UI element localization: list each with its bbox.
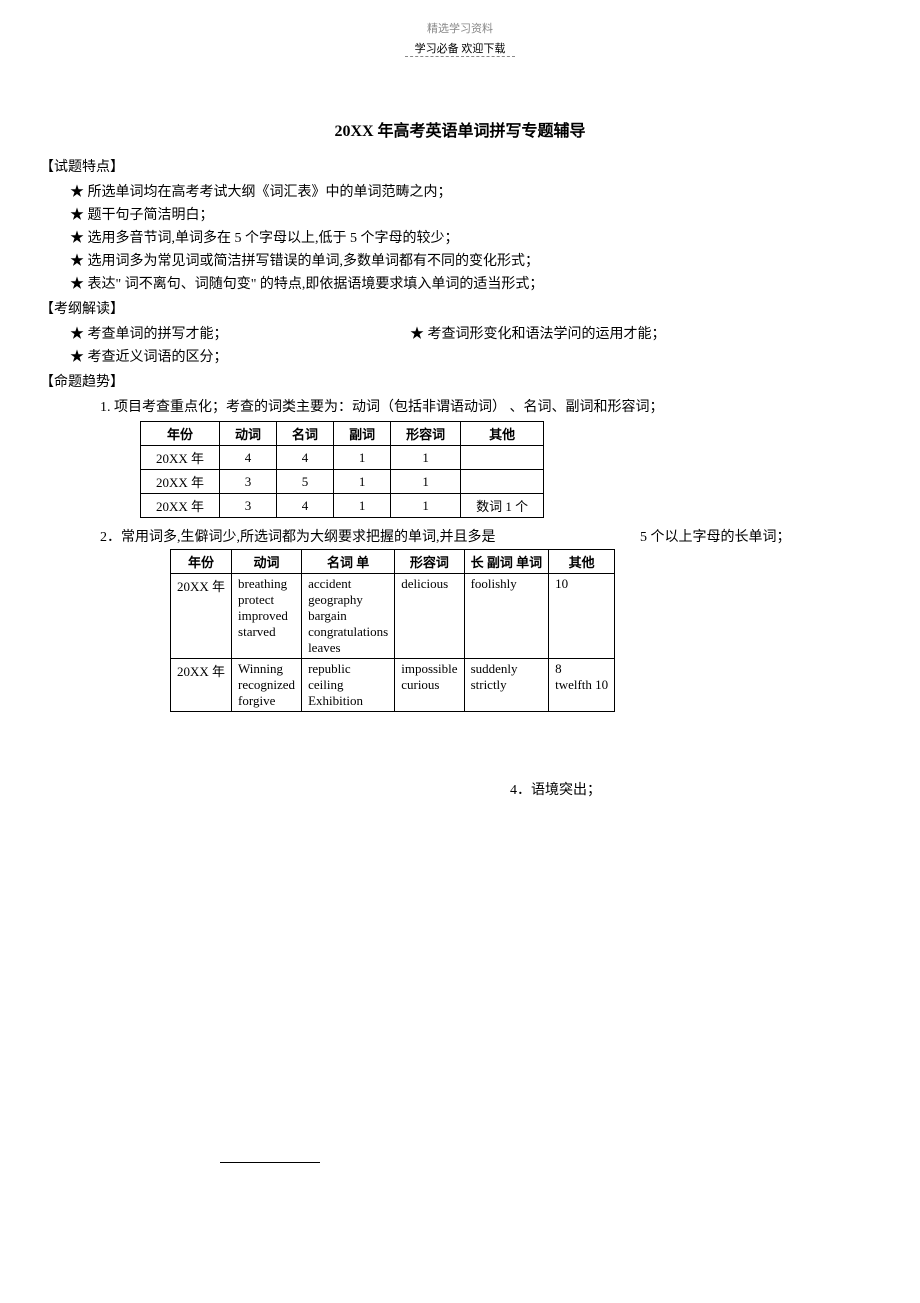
page-title: 20XX 年高考英语单词拼写专题辅导 (40, 117, 880, 141)
t1-r0-c1: 4 (220, 446, 277, 470)
t2-r0-noun: accident geography bargain congratulatio… (302, 574, 395, 659)
table1-row-1: 20XX 年 3 5 1 1 (141, 470, 544, 494)
t2-r1-noun: republic ceiling Exhibition (302, 659, 395, 712)
s2-right: ★ 考查词形变化和语法学问的运用才能； (410, 323, 666, 346)
t1-r0-c5 (461, 446, 544, 470)
t1-r0-c2: 4 (277, 446, 334, 470)
s2-left: ★ 考查单词的拼写才能； (70, 323, 410, 343)
s1-item-1: ★ 题干句子简洁明白； (70, 204, 880, 224)
t1-r1-c2: 5 (277, 470, 334, 494)
t2-r0-adv: foolishly (464, 574, 549, 659)
t1-r2-c2: 4 (277, 494, 334, 518)
t2-r1-year: 20XX 年 (171, 659, 232, 712)
s1-item-0: ★ 所选单词均在高考考试大纲《词汇表》中的单词范畴之内； (70, 181, 880, 201)
t2-r0-year: 20XX 年 (171, 574, 232, 659)
s1-item-2: ★ 选用多音节词,单词多在 5 个字母以上,低于 5 个字母的较少； (70, 227, 880, 247)
header-sub: 学习必备 欢迎下载 (405, 40, 516, 57)
section-3-label: 【命题趋势】 (40, 371, 880, 391)
t1-r1-c1: 3 (220, 470, 277, 494)
table2: 年份 动词 名词 单 形容词 长 副词 单词 其他 20XX 年 breathi… (170, 549, 615, 712)
t2-r0-verb: breathing protect improved starved (232, 574, 302, 659)
s2-item2: ★ 考查近义词语的区分； (70, 346, 880, 366)
t1-h1: 动词 (220, 422, 277, 446)
t1-r2-c5: 数词 1 个 (461, 494, 544, 518)
s1-item-4: ★ 表达" 词不离句、词随句变" 的特点,即依据语境要求填入单词的适当形式； (70, 273, 880, 293)
header-top: 精选学习资料 (40, 20, 880, 36)
t1-r2-c0: 20XX 年 (141, 494, 220, 518)
t1-r1-c5 (461, 470, 544, 494)
t1-r0-c0: 20XX 年 (141, 446, 220, 470)
t2-r1-other: 8 twelfth 10 (549, 659, 615, 712)
s3-item2: 2．常用词多,生僻词少,所选词都为大纲要求把握的单词,并且多是 5 个以上字母的… (100, 526, 880, 546)
table2-wrap: 年份 动词 名词 单 形容词 长 副词 单词 其他 20XX 年 breathi… (40, 549, 880, 712)
s3-item4: 4．语境突出； (510, 779, 601, 799)
t2-r1-verb: Winning recognized forgive (232, 659, 302, 712)
s3-item2-a: 2．常用词多,生僻词少,所选词都为大纲要求把握的单词,并且多是 (100, 530, 496, 545)
s1-item-3: ★ 选用词多为常见词或简洁拼写错误的单词,多数单词都有不同的变化形式； (70, 250, 880, 270)
t1-h0: 年份 (141, 422, 220, 446)
t1-r1-c0: 20XX 年 (141, 470, 220, 494)
s3-item2-b: 5 个以上字母的长单词； (640, 526, 791, 546)
table2-row-1: 20XX 年 Winning recognized forgive republ… (171, 659, 615, 712)
t1-r0-c3: 1 (334, 446, 391, 470)
t1-h4: 形容词 (391, 422, 461, 446)
t2-h3: 形容词 (395, 550, 464, 574)
t1-r1-c3: 1 (334, 470, 391, 494)
section-1-label: 【试题特点】 (40, 156, 880, 176)
t2-h5: 其他 (549, 550, 615, 574)
table1-row-2: 20XX 年 3 4 1 1 数词 1 个 (141, 494, 544, 518)
table1-header-row: 年份 动词 名词 副词 形容词 其他 (141, 422, 544, 446)
table1-row-0: 20XX 年 4 4 1 1 (141, 446, 544, 470)
t2-h2: 名词 单 (302, 550, 395, 574)
t1-h5: 其他 (461, 422, 544, 446)
s3-item1: 1. 项目考查重点化；考查的词类主要为：动词（包括非谓语动词） 、名词、副词和形… (100, 396, 880, 416)
t1-r2-c1: 3 (220, 494, 277, 518)
section-2-label: 【考纲解读】 (40, 298, 880, 318)
t1-r1-c4: 1 (391, 470, 461, 494)
t1-r2-c3: 1 (334, 494, 391, 518)
t1-h3: 副词 (334, 422, 391, 446)
t1-r2-c4: 1 (391, 494, 461, 518)
table1: 年份 动词 名词 副词 形容词 其他 20XX 年 4 4 1 1 20XX 年… (140, 421, 544, 518)
t2-h0: 年份 (171, 550, 232, 574)
t2-h4: 长 副词 单词 (464, 550, 549, 574)
t1-r0-c4: 1 (391, 446, 461, 470)
table2-header-row: 年份 动词 名词 单 形容词 长 副词 单词 其他 (171, 550, 615, 574)
t2-r1-adj: impossible curious (395, 659, 464, 712)
bottom-line (220, 1162, 320, 1163)
t2-h1: 动词 (232, 550, 302, 574)
table1-wrap: 年份 动词 名词 副词 形容词 其他 20XX 年 4 4 1 1 20XX 年… (40, 421, 880, 518)
table2-row-0: 20XX 年 breathing protect improved starve… (171, 574, 615, 659)
t2-r0-adj: delicious (395, 574, 464, 659)
t2-r0-other: 10 (549, 574, 615, 659)
t2-r1-adv: suddenly strictly (464, 659, 549, 712)
t1-h2: 名词 (277, 422, 334, 446)
header-sub-wrap: 学习必备 欢迎下载 (40, 40, 880, 87)
